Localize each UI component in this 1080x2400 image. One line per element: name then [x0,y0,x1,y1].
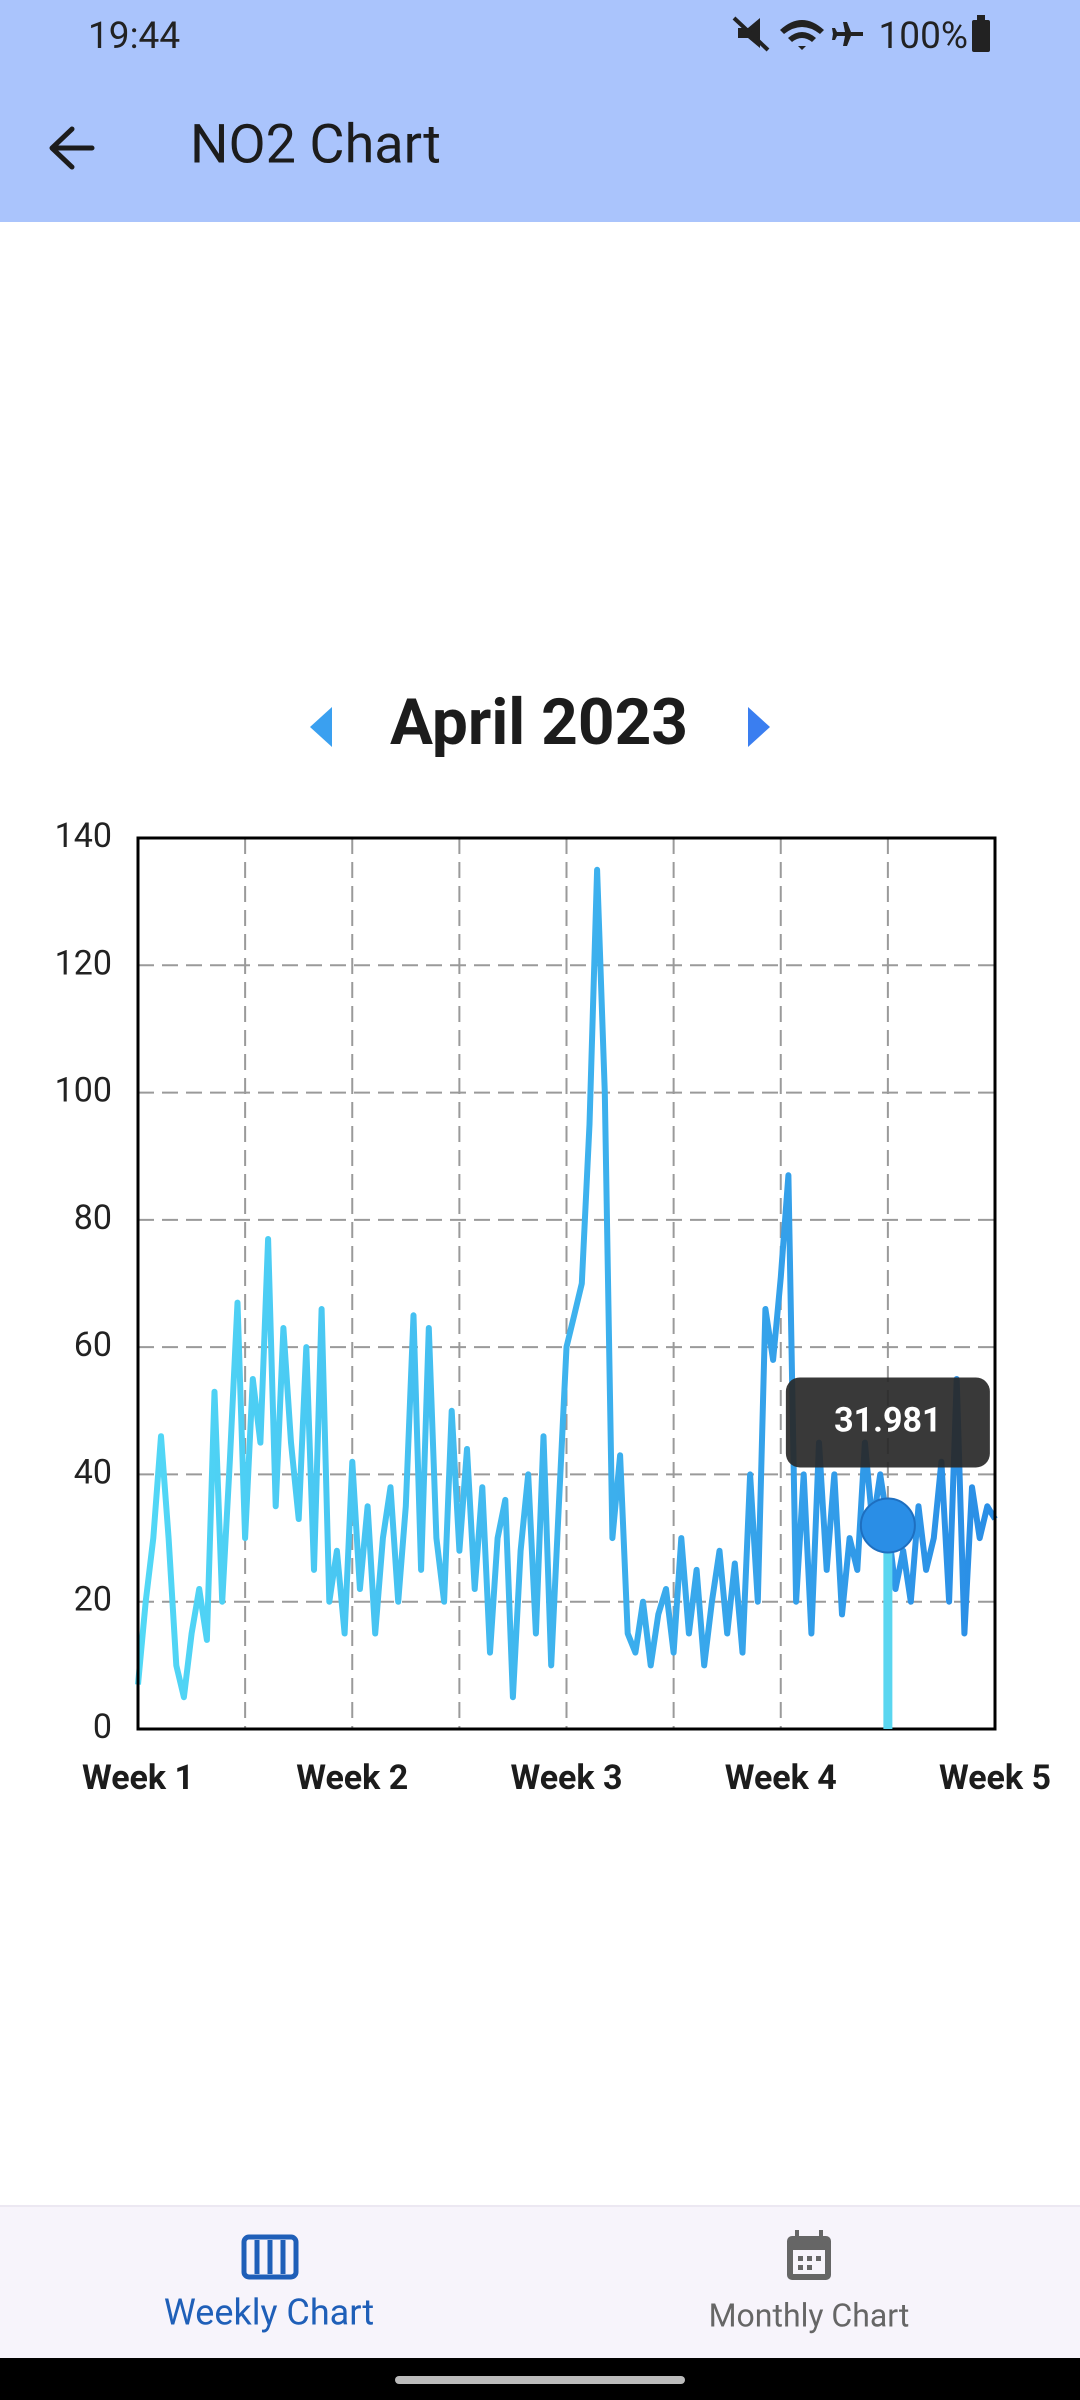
month-label: April 2023 [390,685,688,760]
bottom-nav [0,2206,1080,2358]
data-line [135,866,998,1701]
monthly-chart-tab[interactable]: Monthly Chart [709,2230,910,2334]
x-tick-label: Week 3 [510,1758,622,1798]
back-button[interactable] [49,126,95,170]
y-tick-label: 80 [74,1198,112,1238]
y-tick-label: 40 [74,1452,112,1492]
status-time: 19:44 [88,15,180,58]
y-tick-label: 20 [74,1580,112,1620]
plot-border [136,836,997,1731]
tooltip [785,1377,990,1468]
tab-label: Weekly Chart [164,2292,374,2334]
x-tick-label: Week 1 [82,1758,194,1798]
y-tick-label: 140 [55,816,112,856]
weekly-chart-tab[interactable]: Weekly Chart [164,2234,374,2334]
y-tick-label: 120 [55,943,112,983]
x-tick-label: Week 4 [725,1758,837,1798]
status-icons [732,15,990,52]
tooltip-value: 31.981 [834,1400,941,1440]
y-tick-label: 60 [74,1325,112,1365]
next-month[interactable] [748,707,770,747]
chart: 0 20 40 60 80 100 120 140 Week 1 Week 2 Week 3 Week… [55,816,1051,1798]
app-title: NO2 Chart [190,113,441,176]
status-battery: 100% [879,15,968,58]
selected-point [859,1497,916,1554]
y-tick-label: 0 [93,1707,112,1747]
prev-month[interactable] [310,707,332,747]
home-handle [395,2376,685,2384]
tab-label: Monthly Chart [709,2296,910,2334]
x-tick-label: Week 2 [296,1758,408,1798]
app-bar [0,0,1080,222]
y-tick-label: 100 [55,1071,112,1111]
x-tick-label: Week 5 [939,1758,1051,1798]
